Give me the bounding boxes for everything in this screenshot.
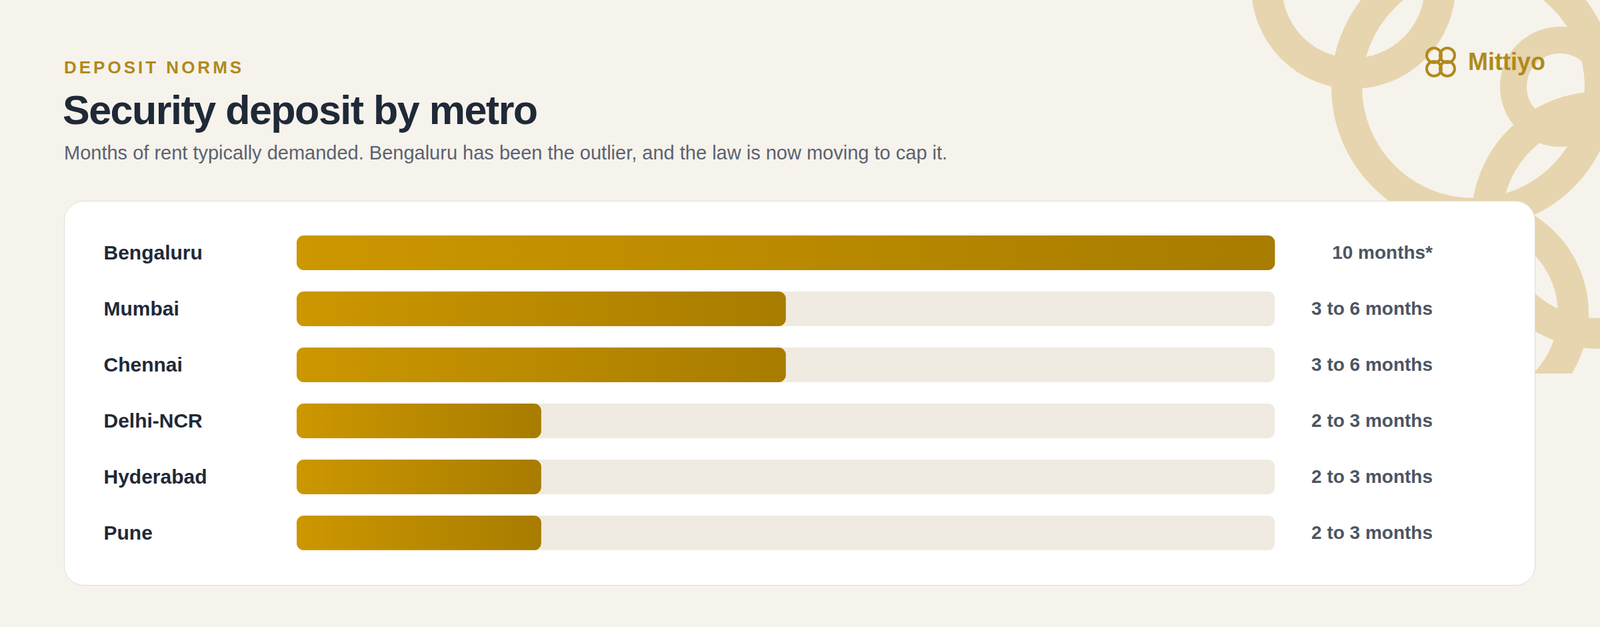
svg-text:2 to 3 months: 2 to 3 months xyxy=(1311,466,1433,487)
html-text:Months of rent typically deman: Months of rent typically demanded. Benga… xyxy=(64,142,948,164)
svg-text:Bengaluru: Bengaluru xyxy=(103,241,202,264)
svg-text:Mumbai: Mumbai xyxy=(103,297,179,320)
svg-text:Pune: Pune xyxy=(103,520,152,543)
svg-text:10 months*: 10 months* xyxy=(1332,242,1433,263)
html-text:DEPOSIT NORMS: DEPOSIT NORMS xyxy=(64,57,245,78)
svg-text:2 to 3 months: 2 to 3 months xyxy=(1311,522,1433,543)
svg-text:Delhi-NCR: Delhi-NCR xyxy=(103,409,203,432)
html-text:Mittiyo: Mittiyo xyxy=(1468,48,1546,76)
html-text:Security deposit by metro: Security deposit by metro xyxy=(62,87,538,133)
svg-text:Chennai: Chennai xyxy=(103,353,182,376)
svg-text:3 to 6 months: 3 to 6 months xyxy=(1311,298,1433,319)
svg-text:Hyderabad: Hyderabad xyxy=(103,464,207,487)
svg-text:2 to 3 months: 2 to 3 months xyxy=(1311,410,1433,431)
svg-text:3 to 6 months: 3 to 6 months xyxy=(1311,354,1433,375)
